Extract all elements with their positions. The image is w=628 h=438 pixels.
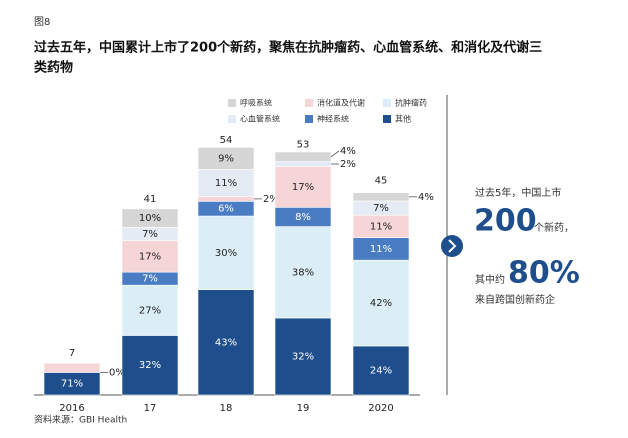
value-label: 2%: [263, 194, 279, 205]
bar-segment: [43, 362, 101, 373]
arrow-button: [441, 235, 463, 257]
value-label: 11%: [370, 244, 392, 255]
leader-line: [330, 150, 340, 158]
value-label: 8%: [295, 212, 311, 223]
value-label: 11%: [370, 221, 392, 232]
source: 资料来源：GBI Health: [34, 414, 127, 426]
legend-swatch: [305, 99, 313, 107]
legend-swatch: [383, 99, 391, 107]
x-tick-label: 17: [144, 403, 157, 414]
legend-label: 心血管系统: [240, 114, 280, 124]
legend-swatch: [228, 99, 236, 107]
bar-segment: [197, 169, 255, 197]
legend-label: 其他: [395, 114, 411, 124]
value-label: 11%: [215, 178, 237, 189]
bar-segment: [274, 166, 332, 208]
bar-segment: [121, 284, 179, 336]
total-label: 45: [375, 176, 388, 187]
value-label: 4%: [340, 146, 356, 157]
callout-text: 过去5年，中国上市: [475, 186, 561, 199]
bar-segment: [197, 147, 255, 170]
value-label: 24%: [370, 365, 392, 376]
total-label: 41: [144, 194, 157, 205]
callout-text: 个新药，: [534, 221, 574, 234]
value-label: 38%: [292, 267, 314, 278]
legend-swatch: [305, 115, 313, 123]
bar-segment: [352, 192, 410, 202]
legend-label: 抗肿瘤药: [395, 98, 427, 108]
value-label: 17%: [292, 182, 314, 193]
value-label: 43%: [215, 337, 237, 348]
legend-swatch: [383, 115, 391, 123]
legend-label: 呼吸系统: [240, 98, 272, 108]
value-label: 6%: [218, 204, 234, 215]
chart-title: 过去五年，中国累计上市了200个新药，聚焦在抗肿瘤药、心血管系统、和消化及代谢三: [34, 40, 542, 56]
x-tick-label: 2016: [59, 403, 84, 414]
chart-title: 类药物: [34, 60, 73, 76]
value-label: 0%: [109, 367, 125, 378]
value-label: 42%: [370, 298, 392, 309]
callout-number: 80%: [508, 256, 580, 291]
value-label: 32%: [139, 360, 161, 371]
bar-segment: [274, 317, 332, 396]
x-tick-label: 2020: [368, 403, 393, 414]
total-label: 54: [220, 135, 233, 146]
value-label: 30%: [215, 248, 237, 259]
callout-number: 200: [474, 204, 537, 239]
bar-segment: [274, 151, 332, 162]
value-label: 32%: [292, 352, 314, 363]
legend-label: 消化道及代谢: [317, 98, 365, 108]
legend-swatch: [228, 115, 236, 123]
value-label: 7%: [373, 203, 389, 214]
x-tick-label: 19: [297, 403, 310, 414]
bar-segment: [274, 161, 332, 167]
callout-text: 来自跨国创新药企: [475, 293, 555, 306]
callout-text: 其中约: [475, 273, 505, 286]
value-label: 27%: [139, 305, 161, 316]
bar-segment: [197, 289, 255, 396]
x-tick-label: 18: [220, 403, 233, 414]
bar-segment: [121, 208, 179, 228]
value-label: 2%: [340, 159, 356, 170]
value-label: 7%: [142, 229, 158, 240]
legend-label: 神经系统: [317, 114, 349, 124]
total-label: 7: [69, 348, 75, 359]
value-label: 71%: [61, 379, 83, 390]
bar-segment: [352, 345, 410, 396]
value-label: 7%: [142, 274, 158, 285]
bar-segment: [197, 215, 255, 290]
value-label: 4%: [418, 192, 434, 203]
figure-label: 图8: [34, 16, 50, 28]
value-label: 9%: [218, 153, 234, 164]
bar-segment: [274, 226, 332, 319]
value-label: 10%: [139, 213, 161, 224]
bar-segment: [352, 259, 410, 347]
bar-segment: [197, 196, 255, 202]
arrow-icon: [448, 239, 457, 253]
total-label: 53: [297, 139, 310, 150]
value-label: 17%: [139, 251, 161, 262]
